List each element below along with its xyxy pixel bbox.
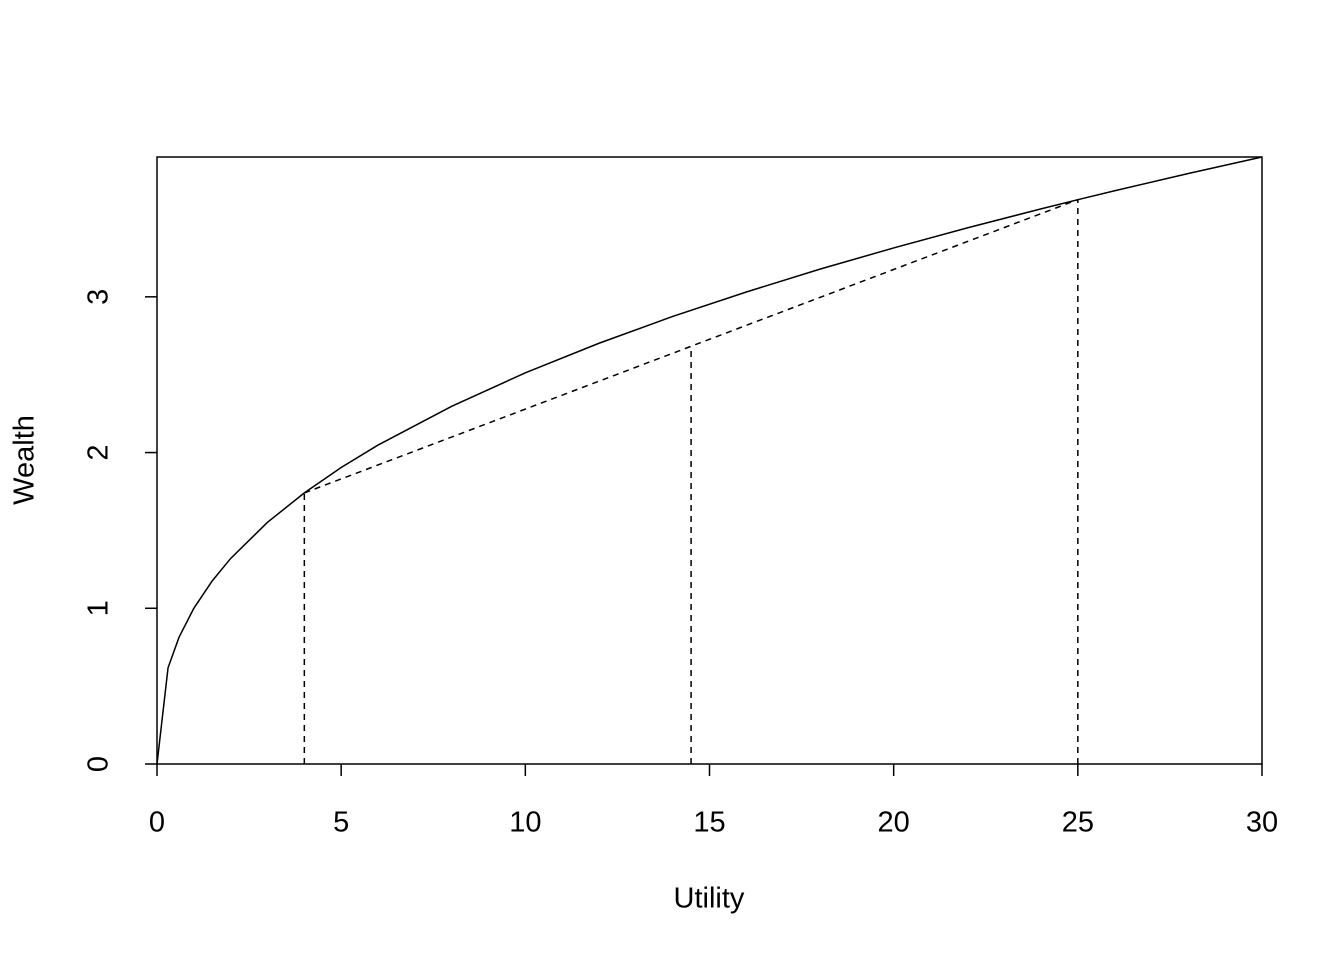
x-tick-label: 15: [693, 807, 725, 839]
x-tick-label: 0: [149, 807, 165, 839]
dashed-line: [304, 198, 1079, 494]
x-tick-label: 20: [878, 807, 910, 839]
y-tick-label: 3: [83, 289, 115, 305]
y-tick-label: 1: [83, 600, 115, 616]
y-tick-label: 2: [83, 444, 115, 460]
plot-frame: [156, 156, 1263, 765]
x-tick-label: 10: [509, 807, 541, 839]
x-axis-label: Utility: [674, 883, 745, 915]
y-tick-label: 0: [83, 756, 115, 772]
x-tick-label: 5: [333, 807, 349, 839]
x-tick-label: 25: [1062, 807, 1094, 839]
x-tick-label: 30: [1246, 807, 1278, 839]
curve: [156, 156, 1263, 765]
y-axis-label: Wealth: [9, 415, 41, 505]
